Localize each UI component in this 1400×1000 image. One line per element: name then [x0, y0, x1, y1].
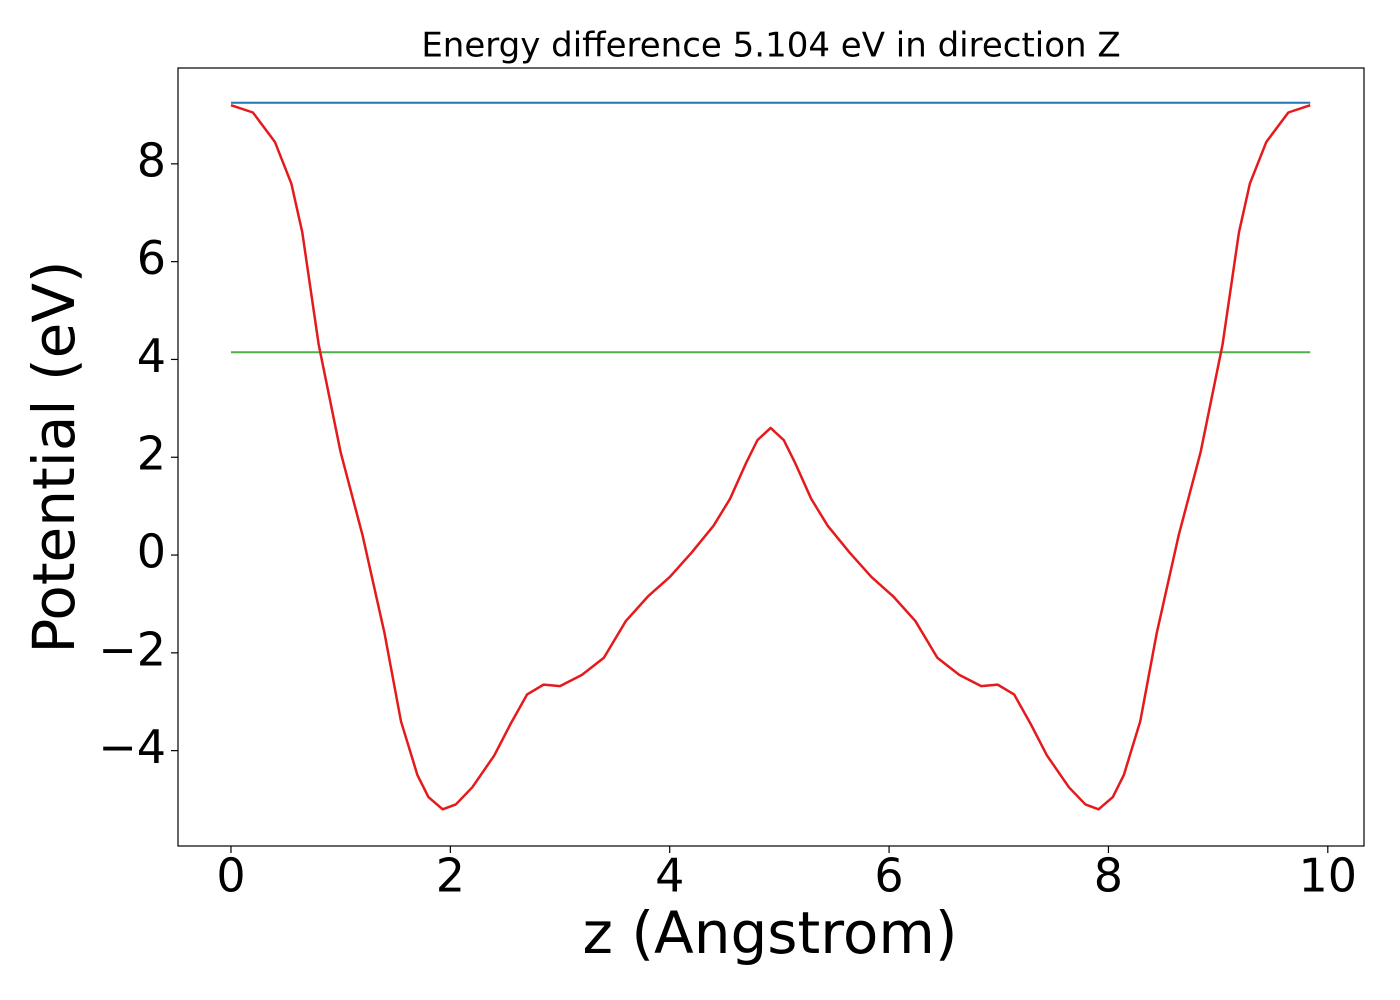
y-tick-label: 6: [137, 231, 166, 285]
y-axis-label: Potential (eV): [20, 260, 88, 653]
x-tick-label: 0: [216, 849, 245, 903]
plot-frame: [177, 67, 1365, 847]
chart-title: Energy difference 5.104 eV in direction …: [421, 26, 1120, 66]
y-tick-label: 0: [137, 525, 166, 579]
line-series: [230, 103, 1311, 811]
y-tick-label: 4: [137, 329, 166, 383]
y-tick-label: 8: [137, 133, 166, 187]
x-tick-label: 6: [874, 849, 903, 903]
y-tick-label: −2: [98, 622, 166, 676]
x-tick-label: 2: [436, 849, 465, 903]
x-tick-label: 4: [655, 849, 684, 903]
y-tick-label: 2: [137, 427, 166, 481]
x-tick-label: 10: [1299, 849, 1358, 903]
x-axis-label: z (Angstrom): [583, 899, 958, 967]
y-tick-label: −4: [98, 720, 166, 774]
x-tick-label: 8: [1094, 849, 1123, 903]
